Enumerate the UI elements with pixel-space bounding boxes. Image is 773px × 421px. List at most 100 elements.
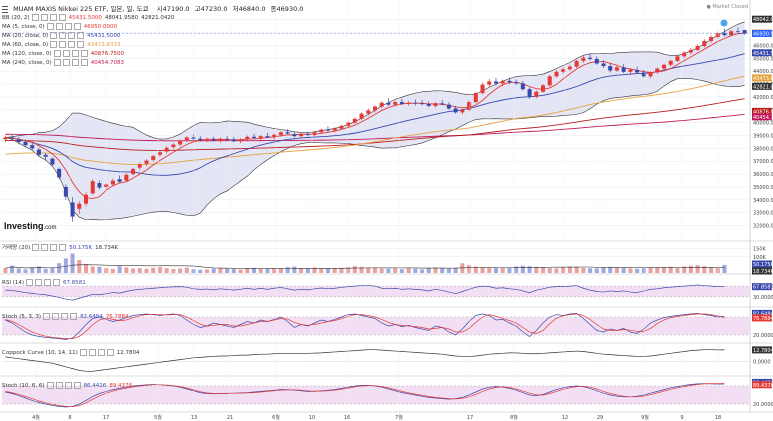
- candle-body: [332, 128, 337, 131]
- more-icon[interactable]: [106, 349, 114, 356]
- eye-icon[interactable]: [46, 23, 54, 30]
- more-icon[interactable]: [59, 244, 67, 251]
- x-tick-label: 10: [309, 415, 315, 421]
- legend-row[interactable]: BB (20, 2) 45431.5000 48041.9580 42821.0420: [2, 14, 174, 22]
- settings-icon[interactable]: [40, 14, 48, 21]
- rsi-line: [5, 284, 725, 301]
- close-icon[interactable]: [64, 382, 72, 389]
- candle-body: [352, 118, 357, 123]
- legend-value: 45431.5000: [68, 15, 102, 21]
- eye-icon[interactable]: [50, 32, 58, 39]
- settings-icon[interactable]: [59, 41, 67, 48]
- legend-row[interactable]: MA (60, close, 0) 43473.8333: [2, 41, 120, 49]
- x-tick-label: 29: [597, 415, 603, 421]
- candle-body: [110, 180, 115, 185]
- settings-icon[interactable]: [62, 50, 70, 57]
- close-icon[interactable]: [68, 41, 76, 48]
- legend-value: 46950.0000: [83, 24, 117, 30]
- settings-icon[interactable]: [41, 244, 49, 251]
- candle-body: [742, 30, 747, 34]
- candle-body: [23, 141, 28, 146]
- eye-icon[interactable]: [43, 313, 51, 320]
- settings-icon[interactable]: [34, 279, 42, 286]
- coppock-legend[interactable]: Coppock Curve (10, 14, 11) 12.7804: [2, 349, 140, 357]
- price-tick-label: 45000.0: [753, 56, 773, 62]
- stochslow-tick-label: 20.0000: [753, 402, 773, 408]
- legend-row[interactable]: MA (240, close, 0) 40454.7083: [2, 59, 124, 67]
- close-icon[interactable]: [49, 14, 57, 21]
- candle-body: [386, 102, 391, 105]
- eye-icon[interactable]: [53, 50, 61, 57]
- x-tick-label: 17: [467, 415, 473, 421]
- candle-body: [252, 136, 257, 139]
- candle-body: [265, 136, 270, 138]
- close-icon[interactable]: [43, 279, 51, 286]
- close-icon[interactable]: [50, 244, 58, 251]
- eye-icon[interactable]: [53, 59, 61, 66]
- more-icon[interactable]: [80, 59, 88, 66]
- high-value: 47230.0: [200, 5, 228, 13]
- candle-body: [144, 160, 149, 164]
- settings-icon[interactable]: [59, 32, 67, 39]
- close-icon[interactable]: [64, 23, 72, 30]
- candle-body: [366, 110, 371, 114]
- price-flag: 40454.7: [753, 115, 773, 121]
- close-icon[interactable]: [61, 313, 69, 320]
- volume-bar: [413, 268, 418, 273]
- settings-icon[interactable]: [52, 313, 60, 320]
- candle-body: [70, 202, 75, 217]
- close-icon[interactable]: [71, 50, 79, 57]
- stoch-legend[interactable]: Stoch (5, 3, 3) 82.6484 76.7884: [2, 313, 129, 321]
- eye-icon[interactable]: [25, 279, 33, 286]
- candle-body: [151, 156, 156, 160]
- eye-icon[interactable]: [32, 244, 40, 251]
- more-icon[interactable]: [73, 382, 81, 389]
- settings-icon[interactable]: [88, 349, 96, 356]
- close-icon[interactable]: [68, 32, 76, 39]
- settings-icon[interactable]: [62, 59, 70, 66]
- volume-legend[interactable]: 거래량 (20) 50.175K 18.734K: [2, 244, 118, 252]
- volume-bar: [36, 266, 41, 273]
- close-icon[interactable]: [97, 349, 105, 356]
- candle-body: [567, 66, 572, 70]
- more-icon[interactable]: [77, 41, 85, 48]
- more-icon[interactable]: [58, 14, 66, 21]
- volume-bar: [191, 269, 196, 273]
- rsi-legend[interactable]: RSI (14) 67.8581: [2, 279, 86, 287]
- candle-body: [312, 132, 317, 135]
- more-icon[interactable]: [70, 313, 78, 320]
- candle-body: [372, 106, 378, 111]
- panel-legend-label: Stoch (10, 6, 6): [2, 383, 45, 389]
- legend-row[interactable]: MA (20, close, 0) 45431.5000: [2, 32, 120, 40]
- logo-suffix: .com: [43, 225, 57, 231]
- candle-body: [57, 168, 62, 178]
- eye-icon[interactable]: [46, 382, 54, 389]
- price-flag: 46930.0: [753, 31, 773, 37]
- more-icon[interactable]: [80, 50, 88, 57]
- candle-body: [319, 129, 324, 133]
- volume-bar: [178, 268, 183, 273]
- settings-icon[interactable]: [55, 382, 63, 389]
- volume-bar: [500, 268, 505, 273]
- more-icon[interactable]: [73, 23, 81, 30]
- x-tick-label: 4월: [32, 414, 40, 421]
- legend-row[interactable]: MA (120, close, 0) 40876.7500: [2, 50, 124, 58]
- legend-row[interactable]: MA (5, close, 0) 46950.0000: [2, 23, 117, 31]
- menu-icon[interactable]: [2, 5, 8, 13]
- volume-bar: [352, 266, 357, 273]
- eye-icon[interactable]: [31, 14, 39, 21]
- volume-bar: [16, 268, 21, 273]
- candle-body: [10, 137, 15, 139]
- volume-bar: [682, 266, 687, 273]
- close-icon[interactable]: [71, 59, 79, 66]
- candle-body: [325, 129, 330, 131]
- settings-icon[interactable]: [55, 23, 63, 30]
- stochslow-legend[interactable]: Stoch (10, 6, 6) 86.4426 89.4378: [2, 382, 132, 390]
- candle-body: [339, 125, 344, 129]
- more-icon[interactable]: [52, 279, 60, 286]
- eye-icon[interactable]: [79, 349, 87, 356]
- eye-icon[interactable]: [50, 41, 58, 48]
- more-icon[interactable]: [77, 32, 85, 39]
- price-tick-label: 37000.0: [753, 159, 773, 165]
